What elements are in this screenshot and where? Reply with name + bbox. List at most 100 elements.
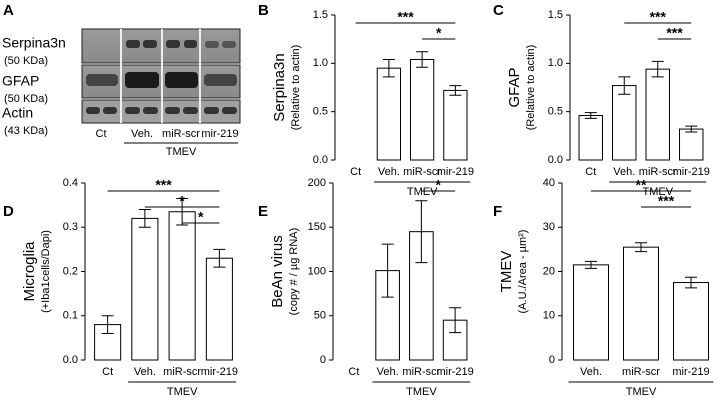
y-tick-label: 150 <box>308 221 326 233</box>
lane-label: mir-219 <box>201 128 238 140</box>
bar <box>623 246 659 361</box>
x-tick-label: mir-219 <box>673 166 710 178</box>
y-tick-label: 0 <box>320 354 326 366</box>
panel-letter: F <box>493 203 502 220</box>
x-tick-label: miR-scr <box>402 366 440 378</box>
x-tick-label: Ct <box>350 166 361 178</box>
y-tick-label: 0.4 <box>63 177 78 189</box>
error-bar <box>416 51 429 68</box>
blot-panel: A Serpina3n (50 KDa) GFAP (50 KDa) Actin… <box>2 2 241 158</box>
bar <box>578 115 603 161</box>
significance-label: *** <box>650 9 667 25</box>
chart-panel: D Microglia (+Iba1cells/Dapi) 0.0 0.1 0.2 0.3 0… <box>3 177 238 398</box>
group-label: TMEV <box>166 146 197 158</box>
y-axis-title: Microglia <box>21 241 38 302</box>
error-bar <box>449 307 462 334</box>
y-tick-label: 0.5 <box>548 106 563 118</box>
bar <box>131 217 159 361</box>
y-tick-label: 0.3 <box>63 221 78 233</box>
y-axis-title: TMEV <box>498 251 515 293</box>
error-bar <box>382 58 395 78</box>
chart-panel: C GFAP (Relative to actin) 0.0 0.5 1.0 1.5 Ct Ve… <box>493 2 710 198</box>
y-tick-label: 1.5 <box>548 9 563 21</box>
chart-panel: B Serpina3n (Relative to actin) 0.0 0.5 1.0 1.… <box>258 2 474 198</box>
group-label: TMEV <box>406 386 437 398</box>
error-bar <box>685 125 698 133</box>
y-tick-label: 1.0 <box>313 57 328 69</box>
lane-label: miR-scr <box>162 128 200 140</box>
band-name: Actin <box>2 105 33 121</box>
x-tick-label: Ct <box>585 166 596 178</box>
x-tick-label: miR-scr <box>622 366 660 378</box>
y-tick-label: 0.0 <box>548 154 563 166</box>
significance-label: *** <box>155 177 172 193</box>
bar <box>673 282 709 361</box>
x-tick-label: Veh. <box>378 166 400 178</box>
x-tick-label: mir-219 <box>672 366 709 378</box>
error-bar <box>138 209 151 228</box>
bar <box>645 68 670 161</box>
band-size: (50 KDa) <box>4 93 48 105</box>
y-axis-title: GFAP <box>506 67 523 107</box>
bar <box>205 257 233 361</box>
x-tick-label: Veh. <box>613 166 635 178</box>
bar <box>573 264 609 361</box>
panel-letter: A <box>3 2 14 19</box>
error-bar <box>213 248 226 268</box>
panel-letter: E <box>258 203 268 220</box>
bar <box>612 85 637 161</box>
panel-letter: D <box>3 203 14 220</box>
x-tick-label: miR-scr <box>403 166 441 178</box>
significance-label: * <box>198 209 204 225</box>
y-tick-label: 40 <box>543 177 555 189</box>
error-bar <box>449 85 462 96</box>
group-label: TMEV <box>407 186 438 198</box>
x-tick-label: Veh. <box>377 366 399 378</box>
error-bar <box>176 197 189 226</box>
y-tick-label: 0.0 <box>63 354 78 366</box>
y-axis-title: BeAn virus <box>269 235 286 308</box>
significance-label: * <box>436 177 442 193</box>
error-bar <box>585 260 597 269</box>
bar <box>376 67 402 161</box>
significance-label: *** <box>658 193 675 209</box>
error-bar <box>685 276 697 289</box>
y-axis-title: Serpina3n <box>271 53 288 121</box>
x-tick-label: miR-scr <box>639 166 677 178</box>
x-tick-label: Ct <box>102 366 113 378</box>
x-tick-label: miR-scr <box>163 366 201 378</box>
lane-label: Veh. <box>131 128 153 140</box>
x-tick-label: mir-219 <box>437 166 474 178</box>
significance-label: *** <box>666 25 683 41</box>
y-tick-label: 0.5 <box>313 106 328 118</box>
group-label: TMEV <box>167 386 198 398</box>
y-axis-subtitle: (+Iba1cells/Dapi) <box>40 230 52 313</box>
bar <box>168 211 196 361</box>
significance-label: * <box>179 193 185 209</box>
y-tick-label: 1.0 <box>548 57 563 69</box>
y-tick-label: 20 <box>543 265 555 277</box>
error-bar <box>415 200 428 264</box>
panel-letter: B <box>258 2 269 19</box>
blot-image <box>81 28 241 124</box>
bar <box>443 89 468 161</box>
y-tick-label: 0.0 <box>313 154 328 166</box>
band-size: (50 KDa) <box>4 55 48 67</box>
x-tick-label: Veh. <box>134 366 156 378</box>
group-label: TMEV <box>642 186 673 198</box>
error-bar <box>381 243 394 298</box>
error-bar <box>101 315 114 334</box>
y-tick-label: 1.5 <box>313 9 328 21</box>
y-tick-label: 10 <box>543 310 555 322</box>
error-bar <box>635 242 647 253</box>
significance-label: ** <box>636 177 647 193</box>
y-axis-subtitle: (Relative to actin) <box>290 45 302 131</box>
panel-letter: C <box>493 2 504 19</box>
bar <box>679 128 704 161</box>
significance-label: * <box>436 25 442 41</box>
y-axis-subtitle: (Relative to actin) <box>525 45 537 131</box>
x-tick-label: Ct <box>348 366 359 378</box>
